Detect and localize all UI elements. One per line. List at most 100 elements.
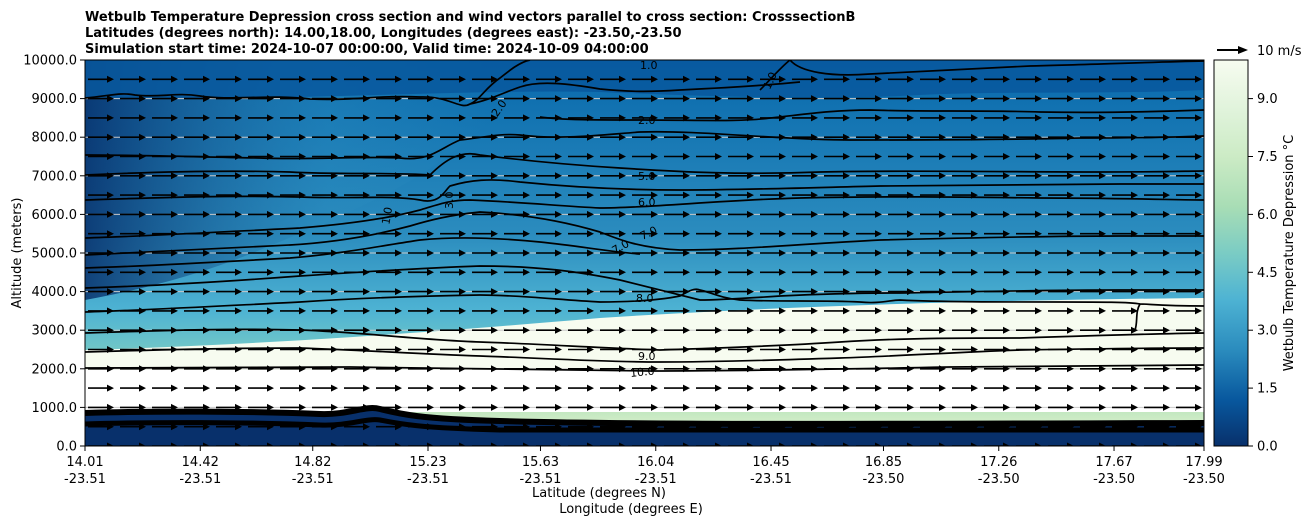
wind-vector-head xyxy=(1003,75,1010,83)
wind-vector-head xyxy=(747,442,754,446)
wind-vector-head xyxy=(1131,75,1138,83)
wind-vector-head xyxy=(1035,346,1042,353)
wind-reference-key: 10 m/s xyxy=(1217,44,1302,59)
wind-vector-head xyxy=(843,365,850,373)
wind-vector-head xyxy=(971,268,978,276)
wind-vector-head xyxy=(907,268,914,276)
wind-vector-head xyxy=(1067,423,1074,431)
wind-vector-head xyxy=(779,210,786,218)
wind-vector-head xyxy=(747,191,754,199)
wind-vector-head xyxy=(139,288,146,296)
wind-vector-head xyxy=(235,403,242,411)
wind-vector-head xyxy=(203,153,210,160)
wind-vector-head xyxy=(619,423,626,431)
wind-vector-head xyxy=(139,346,146,353)
x-tick-label-lon: -23.50 xyxy=(1183,472,1225,487)
wind-vector-head xyxy=(299,230,306,238)
wind-vector-head xyxy=(363,75,370,83)
wind-vector-head xyxy=(363,114,370,122)
wind-vector-head xyxy=(1163,249,1170,257)
wind-vector-head xyxy=(747,210,754,218)
wind-vector-head xyxy=(939,423,946,431)
wind-vector-head xyxy=(619,75,626,83)
wind-vector-head xyxy=(779,153,786,160)
wind-vector-head xyxy=(1163,133,1170,141)
wind-vector-head xyxy=(235,268,242,276)
x-tick-label-lon: -23.50 xyxy=(978,472,1020,487)
wind-vector-head xyxy=(1163,191,1170,199)
wind-vector-head xyxy=(747,75,754,83)
wind-vector-head xyxy=(267,172,274,180)
wind-vector-head xyxy=(1163,172,1170,180)
wind-vector-head xyxy=(811,268,818,276)
wind-vector-head xyxy=(1131,95,1138,103)
wind-vector-head xyxy=(875,346,882,353)
wind-vector-head xyxy=(715,95,722,103)
wind-vector-head xyxy=(1163,442,1170,446)
x-tick-label-lon: -23.51 xyxy=(292,472,334,487)
wind-vector-head xyxy=(843,210,850,218)
wind-vector-head xyxy=(235,288,242,296)
wind-vector-head xyxy=(299,172,306,180)
y-tick-label: 2000.0 xyxy=(32,362,78,377)
plot-area: 1.0 2.0 2.0 1.0 1.0 3.0 5.0 6.0 7.0 7.0 … xyxy=(85,60,1204,446)
wind-vector-head xyxy=(1131,268,1138,276)
wind-vector-head xyxy=(907,95,914,103)
wind-vector-head xyxy=(1003,403,1010,411)
wind-vector-head xyxy=(1195,384,1202,392)
wind-vector-head xyxy=(1099,307,1106,315)
wind-vector-head xyxy=(491,268,498,276)
wind-vector-head xyxy=(363,95,370,103)
wind-vector-head xyxy=(139,268,146,276)
contour-label: 6.0 xyxy=(638,196,656,209)
colorbar-tick-label: 1.5 xyxy=(1257,382,1278,397)
wind-vector-head xyxy=(843,249,850,257)
wind-vector-head xyxy=(299,403,306,411)
wind-vector-head xyxy=(331,288,338,296)
wind-vector-head xyxy=(1131,133,1138,141)
wind-vector-head xyxy=(427,114,434,122)
wind-vector-head xyxy=(203,172,210,180)
wind-vector-head xyxy=(267,384,274,392)
wind-vector-head xyxy=(651,307,658,315)
wind-vector-head xyxy=(907,403,914,411)
wind-vector-head xyxy=(939,442,946,446)
wind-vector-head xyxy=(939,326,946,334)
wind-vector-head xyxy=(203,365,210,373)
wind-vector-head xyxy=(523,153,530,160)
wind-vector-head xyxy=(811,75,818,83)
wind-vector-head xyxy=(843,403,850,411)
wind-vector-head xyxy=(427,346,434,353)
x-tick-label-lat: 16.85 xyxy=(865,455,902,470)
wind-vector-head xyxy=(555,288,562,296)
wind-vector-head xyxy=(811,95,818,103)
wind-vector-head xyxy=(651,384,658,392)
wind-vector-head xyxy=(203,230,210,238)
wind-vector-head xyxy=(299,153,306,160)
wind-vector-head xyxy=(491,365,498,373)
wind-vector-head xyxy=(1195,288,1202,296)
wind-vector-head xyxy=(267,403,274,411)
wind-vector-head xyxy=(331,365,338,373)
wind-vector-head xyxy=(747,249,754,257)
wind-vector-head xyxy=(843,133,850,141)
wind-vector-head xyxy=(107,75,114,83)
contour-label: 3.0 xyxy=(443,192,456,210)
wind-vector-head xyxy=(619,307,626,315)
wind-vector-head xyxy=(171,95,178,103)
wind-vector-head xyxy=(1099,172,1106,180)
wind-vector-head xyxy=(1099,365,1106,373)
wind-vector-head xyxy=(203,423,210,431)
wind-vector-head xyxy=(171,346,178,353)
wind-vector-head xyxy=(1035,288,1042,296)
wind-vector-head xyxy=(139,249,146,257)
wind-vector-head xyxy=(587,114,594,122)
wind-vector-head xyxy=(1035,114,1042,122)
wind-vector-head xyxy=(139,153,146,160)
wind-vector-head xyxy=(1003,268,1010,276)
contour-label: 9.0 xyxy=(638,350,656,363)
wind-vector-head xyxy=(651,172,658,180)
wind-vector-head xyxy=(363,384,370,392)
wind-vector-head xyxy=(299,442,306,446)
